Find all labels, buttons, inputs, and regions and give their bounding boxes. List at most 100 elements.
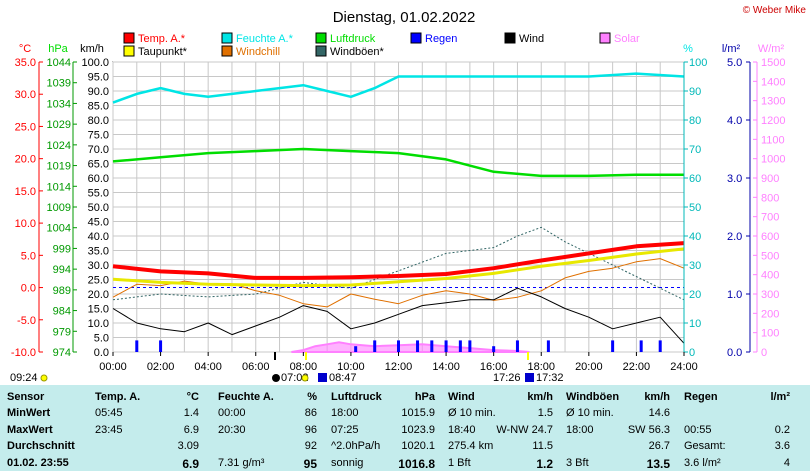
table-cell: 3.6 l/m²	[684, 456, 721, 469]
dawn-time: 09:24	[10, 372, 38, 384]
wind-tick-label: 0.0	[94, 347, 109, 359]
legend-label: Taupunkt*	[138, 46, 188, 58]
wind-tick-label: 100.0	[81, 57, 109, 69]
x-tick-label: 22:00	[623, 361, 651, 373]
rain-bar	[611, 340, 615, 352]
legend-swatch	[221, 45, 233, 57]
solar-tick-label: 700	[761, 212, 779, 224]
table-cell: 7.31 g/m³	[218, 456, 265, 469]
table-cell: km/h	[644, 391, 670, 403]
series-tempa	[112, 241, 685, 280]
solar-tick-label: 600	[761, 231, 779, 243]
pressure-tick-label: 1039	[47, 78, 71, 90]
table-cell: 18:00	[566, 423, 594, 436]
table-cell: 96	[304, 423, 317, 436]
solar-unit-label: W/m²	[758, 43, 785, 55]
y-axes: 35.0 30.0 25.0 20.0 15.0 10.0 5.0 0.0 -5.0 -10.0 1…	[11, 57, 786, 359]
sunset-marker	[525, 373, 534, 382]
table-cell: hPa	[414, 391, 435, 403]
legend-swatch	[410, 32, 422, 44]
wind-tick-label: 65.0	[88, 159, 109, 171]
table-cell: SW 56.3	[627, 423, 670, 436]
table-cell: Durchschnitt	[7, 440, 75, 452]
solar-tick-label: 0	[761, 347, 767, 359]
table-cell: 1023.9	[401, 423, 435, 436]
rain-tick-label: 1.0	[727, 289, 742, 301]
solar-tick-label: 400	[761, 270, 779, 282]
series-luftdruck	[112, 147, 684, 178]
rain-bar	[546, 340, 550, 352]
temp-tick-label: -5.0	[17, 315, 36, 327]
moon-icon	[272, 374, 280, 382]
temp-tick-label: 10.0	[15, 218, 36, 230]
wind-tick-label: 45.0	[88, 217, 109, 229]
rain-bar	[430, 340, 434, 352]
table-cell: W-NW 24.7	[496, 423, 553, 436]
table-cell: Temp. A.	[95, 391, 141, 403]
temp-tick-label: 5.0	[21, 250, 36, 262]
table-cell: 14.6	[648, 407, 670, 419]
humidity-tick-label: 30	[689, 260, 701, 272]
table-cell: 20:30	[218, 423, 246, 436]
x-tick-label: 18:00	[527, 361, 555, 373]
pressure-unit-label: hPa	[48, 43, 68, 55]
rain-bar	[135, 340, 139, 352]
series-windben	[112, 226, 685, 301]
table-cell: 3.09	[177, 440, 199, 452]
x-tick-label: 14:00	[432, 361, 460, 373]
x-tick-label: 06:00	[242, 361, 270, 373]
x-tick-label: 12:00	[385, 361, 413, 373]
rain-bar	[492, 346, 496, 352]
wind-tick-label: 95.0	[88, 72, 109, 84]
grid	[112, 61, 685, 353]
table-cell: 3 Bft	[566, 456, 589, 469]
wind-unit-label: km/h	[80, 43, 104, 55]
humidity-tick-label: 60	[689, 173, 701, 185]
pressure-tick-label: 1024	[47, 140, 71, 152]
wind-tick-label: 50.0	[88, 202, 109, 214]
humidity-tick-label: 50	[689, 202, 701, 214]
series-wind	[112, 287, 685, 344]
humidity-tick-label: 0	[689, 347, 695, 359]
legend-label: Regen	[425, 33, 457, 45]
temp-tick-label: 35.0	[15, 57, 36, 69]
solar-tick-label: 100	[761, 328, 779, 340]
rain-bar	[658, 340, 662, 352]
solar-tick-label: 1200	[761, 115, 785, 127]
table-cell: Feuchte A.	[218, 391, 274, 403]
table-cell: 05:45	[95, 407, 123, 419]
wind-tick-label: 40.0	[88, 231, 109, 243]
sun-icon	[40, 374, 48, 382]
solar-tick-label: 1100	[761, 134, 785, 146]
x-tick-label: 04:00	[194, 361, 222, 373]
x-tick-label: 00:00	[99, 361, 127, 373]
temp-tick-label: 20.0	[15, 154, 36, 166]
table-cell: sonnig	[331, 456, 364, 469]
sunrise-marker	[318, 373, 327, 382]
sunrise-time: 07:02	[281, 372, 309, 384]
rain-bar	[639, 340, 643, 352]
table-cell: 6.9	[183, 423, 199, 436]
solar-tick-label: 1300	[761, 96, 785, 108]
table-cell: 1.2	[536, 456, 553, 471]
chart-title: Dienstag, 01.02.2022	[333, 9, 476, 26]
wind-tick-label: 55.0	[88, 188, 109, 200]
humidity-tick-label: 40	[689, 231, 701, 243]
legend-swatch	[315, 32, 327, 44]
table-cell: km/h	[527, 391, 553, 403]
rain-bar	[159, 340, 163, 352]
table-cell: Ø 10 min.	[448, 407, 496, 419]
wind-tick-label: 35.0	[88, 246, 109, 258]
table-cell: 3.6	[774, 440, 790, 452]
table-cell: °C	[186, 391, 199, 403]
table-cell: Regen	[684, 391, 718, 403]
table-cell: 23:45	[95, 423, 123, 436]
x-tick-label: 02:00	[147, 361, 175, 373]
table-cell: Windböen	[566, 391, 620, 403]
pressure-tick-label: 989	[53, 285, 71, 297]
table-cell: 95	[303, 456, 317, 471]
legend: Temp. A.* Feuchte A.* Luftdruck Regen Wind So…	[123, 32, 640, 58]
x-tick-label: 20:00	[575, 361, 603, 373]
table-cell: MaxWert	[7, 423, 53, 436]
humidity-tick-label: 80	[689, 115, 701, 127]
